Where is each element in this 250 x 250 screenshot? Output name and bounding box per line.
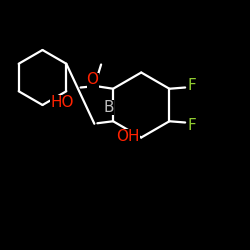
- Text: F: F: [188, 78, 196, 92]
- Text: HO: HO: [50, 95, 74, 110]
- Text: OH: OH: [116, 129, 140, 144]
- Text: B: B: [104, 100, 114, 115]
- Text: O: O: [86, 72, 99, 88]
- Text: F: F: [188, 118, 196, 132]
